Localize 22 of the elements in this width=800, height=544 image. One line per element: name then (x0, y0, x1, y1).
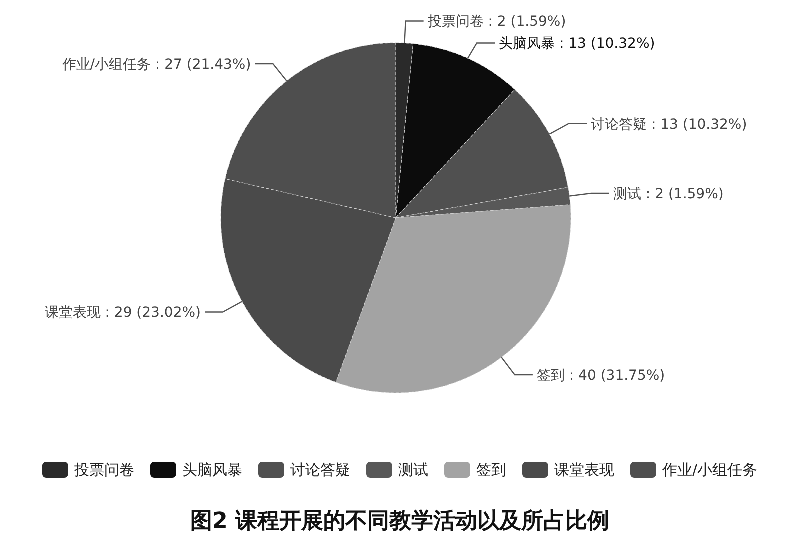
legend-label: 课堂表现 (554, 461, 614, 479)
data-label: : 2 (1.59%) (484, 14, 566, 30)
legend-label: 头脑风暴 (182, 461, 242, 479)
text: 图2 课程开展的不同教学活动以及所占比例 (190, 509, 610, 534)
slice-label: 头脑风暴 (499, 36, 556, 52)
slice-label: 作业/小组任务 (61, 56, 151, 73)
legend-label: 签到 (476, 461, 506, 479)
legend-label: 作业/小组任务 (661, 461, 758, 479)
data-label: : 27 (21.43%) (150, 56, 252, 73)
legend-label: 投票问卷 (73, 461, 134, 479)
slice-label: 课堂表现 (44, 305, 101, 322)
data-label: : 13 (10.32%) (555, 36, 656, 52)
legend-label: 测试 (398, 461, 428, 479)
slice-label: 投票问卷 (426, 14, 484, 30)
data-label: : 40 (31.75%) (564, 368, 666, 384)
data-label: : 2 (1.59%) (641, 186, 724, 203)
data-label: : 13 (10.32%) (647, 116, 748, 133)
slice-label: 讨论答疑 (591, 116, 648, 133)
data-label: : 29 (23.02%) (100, 305, 201, 322)
legend-label: 讨论答疑 (290, 461, 350, 479)
slice-label: 测试 (613, 186, 642, 203)
slice-label: 签到 (536, 368, 565, 384)
